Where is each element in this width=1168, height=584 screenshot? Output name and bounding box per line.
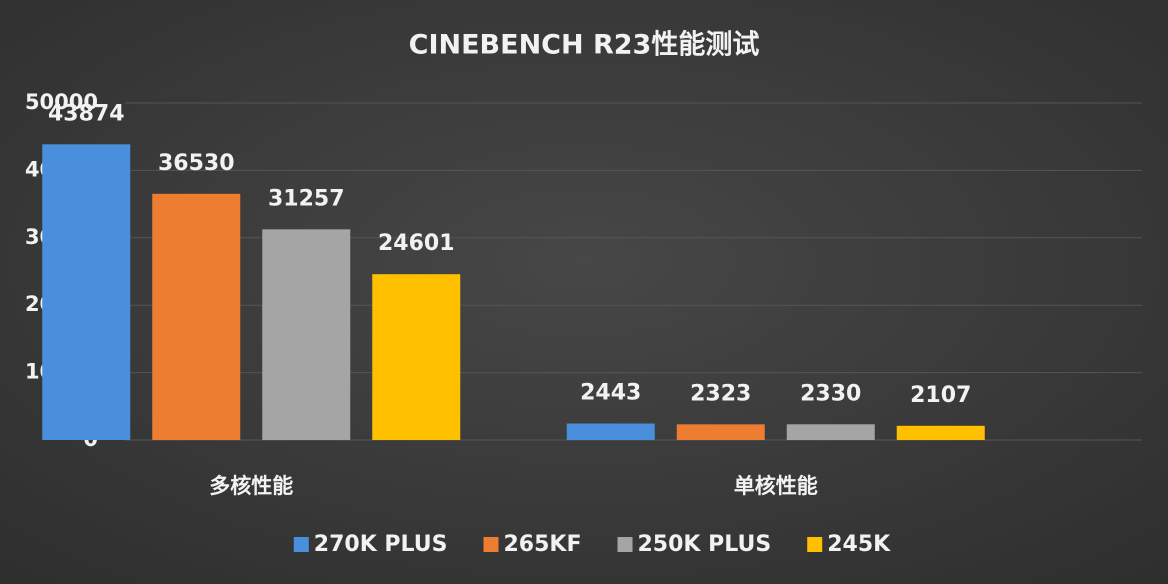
data-label: 24601 [378,231,455,256]
bar [566,423,655,440]
data-label: 2443 [580,381,641,406]
bar [42,144,131,440]
bar [676,424,765,440]
legend-label: 250K PLUS [638,532,772,557]
legend-swatch [483,537,499,552]
bar [786,424,875,440]
data-label: 31257 [268,186,345,211]
bar [152,193,241,440]
data-label: 36530 [158,151,235,176]
legend-label: 245K [827,532,891,557]
bar [262,229,351,440]
bar [372,274,461,440]
x-tick-label: 单核性能 [734,474,818,498]
legend-label: 270K PLUS [314,532,448,557]
bar [896,425,985,440]
legend-swatch [617,537,633,552]
legend-swatch [293,537,309,552]
data-label: 2323 [690,381,751,406]
legend-swatch [807,537,823,552]
chart-title: CINEBENCH R23性能测试 [409,29,760,61]
legend-label: 265KF [504,532,582,557]
data-label: 43874 [48,101,125,126]
data-label: 2107 [910,383,971,408]
x-tick-label: 多核性能 [209,474,293,498]
data-label: 2330 [800,381,861,406]
y-tick-label: 50000 [25,90,98,114]
